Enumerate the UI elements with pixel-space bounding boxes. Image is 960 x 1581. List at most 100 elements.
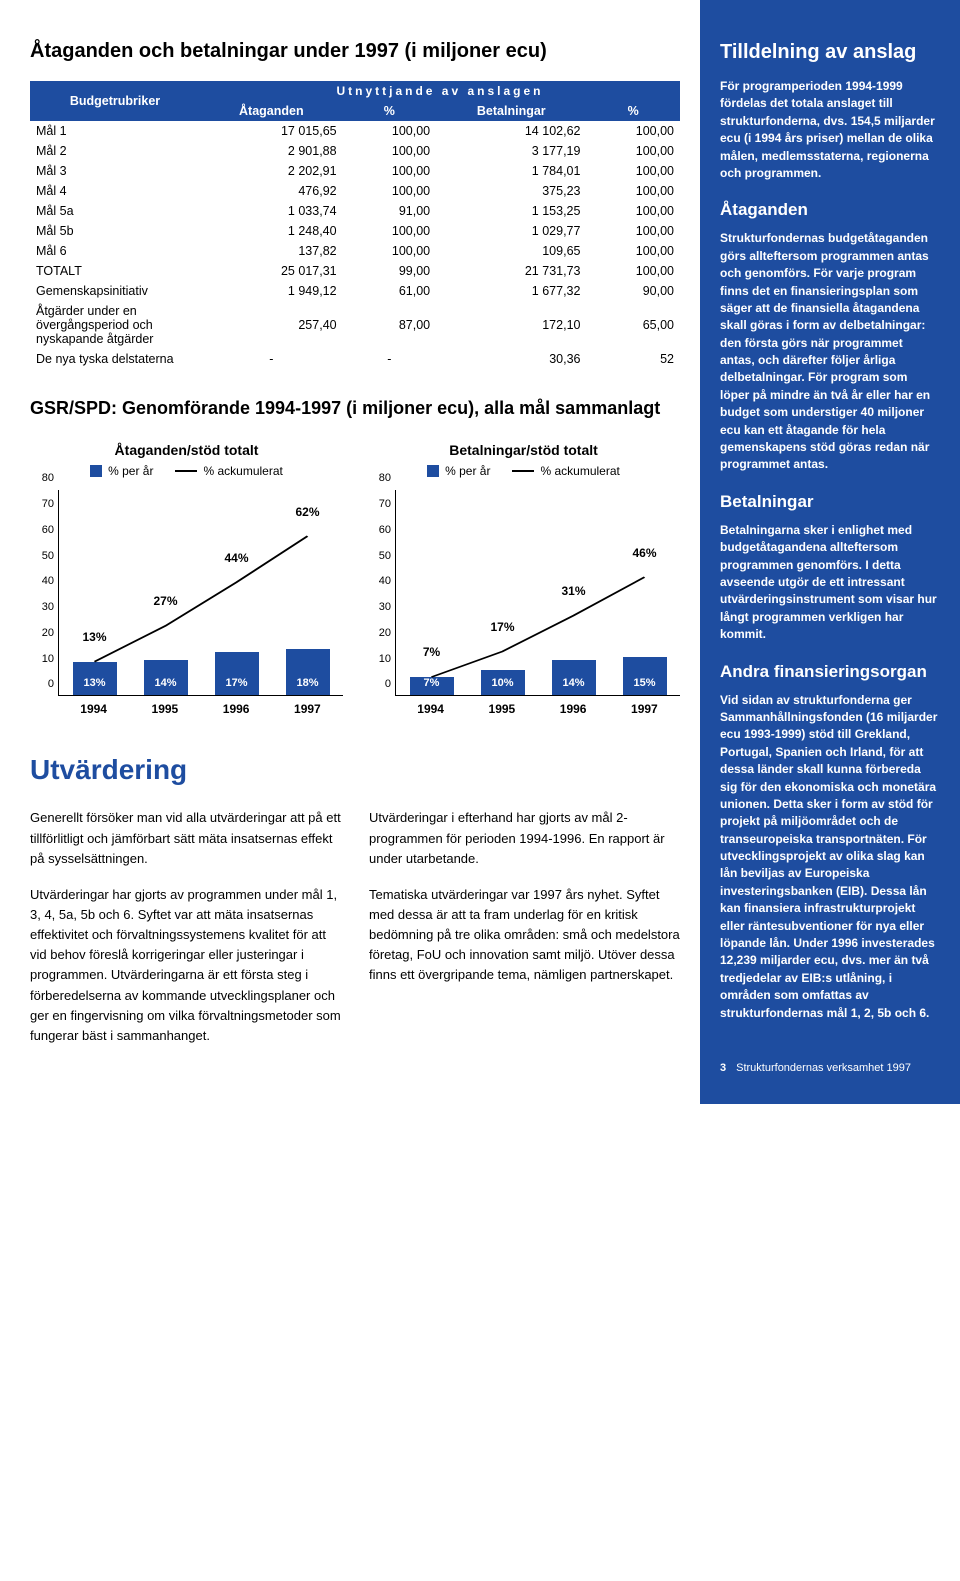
row-value: 30,36 xyxy=(436,349,586,369)
cumulative-label: 44% xyxy=(224,550,248,564)
sidebar-text-payments: Betalningarna sker i enlighet med budget… xyxy=(720,522,940,644)
x-label: 1997 xyxy=(294,702,321,716)
chart-title: Åtaganden/stöd totalt xyxy=(30,442,343,458)
chart-area: 0102030405060708013%14%17%18%13%27%44%62… xyxy=(30,490,343,720)
cumulative-label: 27% xyxy=(153,594,177,608)
th-col: Betalningar xyxy=(436,101,586,121)
row-value: 25 017,31 xyxy=(200,261,343,281)
row-value: - xyxy=(343,349,437,369)
y-tick: 80 xyxy=(42,472,54,484)
sidebar-heading-commitments: Åtaganden xyxy=(720,200,940,220)
row-value: 3 177,19 xyxy=(436,141,586,161)
y-tick: 50 xyxy=(379,550,391,562)
cumulative-label: 7% xyxy=(423,645,440,659)
chart-legend: % per år% ackumulerat xyxy=(367,464,680,478)
chart-title: Betalningar/stöd totalt xyxy=(367,442,680,458)
y-axis: 01020304050607080 xyxy=(367,490,393,696)
row-value: 100,00 xyxy=(343,161,437,181)
evaluation-columns: Generellt försöker man vid alla utvärder… xyxy=(30,808,680,1062)
x-axis: 1994199519961997 xyxy=(58,698,343,720)
row-value: 17 015,65 xyxy=(200,121,343,141)
cumulative-label: 31% xyxy=(561,584,585,598)
row-value: 100,00 xyxy=(343,121,437,141)
row-value: 52 xyxy=(586,349,680,369)
evaluation-col1: Generellt försöker man vid alla utvärder… xyxy=(30,808,341,1062)
th-super: Utnyttjande av anslagen xyxy=(200,81,680,101)
evaluation-paragraph: Utvärderingar har gjorts av programmen u… xyxy=(30,885,341,1046)
cumulative-label: 62% xyxy=(295,504,319,518)
chart-b: Betalningar/stöd totalt % per år% ackumul… xyxy=(367,442,680,720)
row-value: 100,00 xyxy=(586,161,680,181)
y-tick: 50 xyxy=(42,550,54,562)
table-row: Mål 6137,82100,00109,65100,00 xyxy=(30,241,680,261)
row-value: 100,00 xyxy=(586,141,680,161)
legend-square-icon xyxy=(90,465,102,477)
row-value: 100,00 xyxy=(586,201,680,221)
evaluation-paragraph: Generellt försöker man vid alla utvärder… xyxy=(30,808,341,868)
table-row: Mål 4476,92100,00375,23100,00 xyxy=(30,181,680,201)
page-number: 3 xyxy=(720,1062,726,1074)
table-row: Mål 5a1 033,7491,001 153,25100,00 xyxy=(30,201,680,221)
legend-per-year: % per år xyxy=(90,464,153,478)
sub-title: GSR/SPD: Genomförande 1994-1997 (i miljo… xyxy=(30,397,680,420)
table-row: Gemenskapsinitiativ1 949,1261,001 677,32… xyxy=(30,281,680,301)
sidebar-heading-payments: Betalningar xyxy=(720,492,940,512)
table-row: Mål 22 901,88100,003 177,19100,00 xyxy=(30,141,680,161)
table-row: TOTALT25 017,3199,0021 731,73100,00 xyxy=(30,261,680,281)
y-tick: 80 xyxy=(379,472,391,484)
budget-table: Budgetrubriker Utnyttjande av anslagen Å… xyxy=(30,81,680,369)
chart-area: 010203040506070807%10%14%15%7%17%31%46%1… xyxy=(367,490,680,720)
table-row: Åtgärder under en övergångsperiod och ny… xyxy=(30,301,680,349)
th-budget: Budgetrubriker xyxy=(30,81,200,121)
y-axis: 01020304050607080 xyxy=(30,490,56,696)
row-value: 1 784,01 xyxy=(436,161,586,181)
plot-area: 7%10%14%15%7%17%31%46% xyxy=(395,490,680,696)
legend-per-year: % per år xyxy=(427,464,490,478)
cumulative-label: 13% xyxy=(82,630,106,644)
y-tick: 40 xyxy=(42,575,54,587)
y-tick: 20 xyxy=(42,627,54,639)
row-value: 21 731,73 xyxy=(436,261,586,281)
legend-cumulative: % ackumulerat xyxy=(175,464,282,478)
sidebar: Tilldelning av anslag För programperiode… xyxy=(700,0,960,1104)
y-tick: 20 xyxy=(379,627,391,639)
th-col: % xyxy=(586,101,680,121)
row-label: De nya tyska delstaterna xyxy=(30,349,200,369)
row-value: 109,65 xyxy=(436,241,586,261)
table-row: De nya tyska delstaterna--30,3652 xyxy=(30,349,680,369)
row-label: Mål 4 xyxy=(30,181,200,201)
row-value: 100,00 xyxy=(343,181,437,201)
row-value: 2 901,88 xyxy=(200,141,343,161)
x-axis: 1994199519961997 xyxy=(395,698,680,720)
y-tick: 30 xyxy=(379,601,391,613)
x-label: 1997 xyxy=(631,702,658,716)
row-label: Gemenskapsinitiativ xyxy=(30,281,200,301)
row-value: 61,00 xyxy=(343,281,437,301)
legend-square-icon xyxy=(427,465,439,477)
row-value: 1 677,32 xyxy=(436,281,586,301)
y-tick: 0 xyxy=(385,678,391,690)
y-tick: 60 xyxy=(42,524,54,536)
row-value: 100,00 xyxy=(586,121,680,141)
row-label: Mål 2 xyxy=(30,141,200,161)
cumulative-line xyxy=(59,490,343,695)
cumulative-line xyxy=(396,490,680,695)
row-value: 87,00 xyxy=(343,301,437,349)
x-label: 1994 xyxy=(417,702,444,716)
y-tick: 70 xyxy=(379,498,391,510)
y-tick: 70 xyxy=(42,498,54,510)
sidebar-text-other: Vid sidan av strukturfonderna ger Samman… xyxy=(720,692,940,1022)
page-footer: 3 Strukturfondernas verksamhet 1997 xyxy=(720,1062,940,1074)
row-label: Mål 3 xyxy=(30,161,200,181)
row-value: 137,82 xyxy=(200,241,343,261)
th-col: Åtaganden xyxy=(200,101,343,121)
x-label: 1995 xyxy=(489,702,516,716)
row-value: 257,40 xyxy=(200,301,343,349)
evaluation-col2: Utvärderingar i efterhand har gjorts av … xyxy=(369,808,680,1062)
row-value: 99,00 xyxy=(343,261,437,281)
y-tick: 60 xyxy=(379,524,391,536)
legend-line-icon xyxy=(512,470,534,472)
x-label: 1995 xyxy=(152,702,179,716)
page-label: Strukturfondernas verksamhet 1997 xyxy=(736,1062,911,1074)
row-value: 1 949,12 xyxy=(200,281,343,301)
